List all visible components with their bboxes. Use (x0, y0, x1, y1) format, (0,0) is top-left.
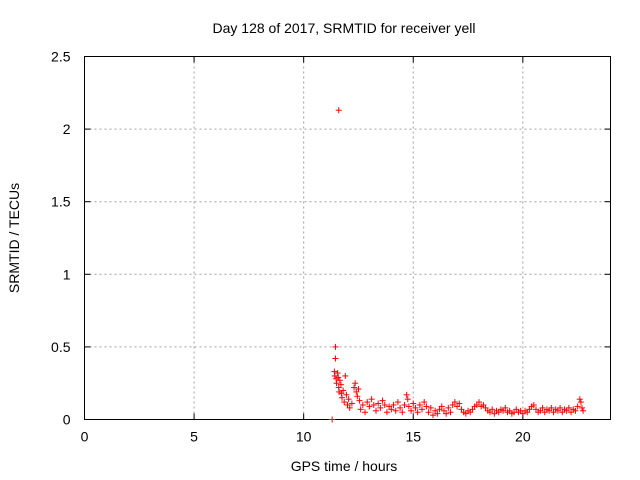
grid (84, 56, 611, 420)
data-point (403, 391, 410, 398)
data-point (443, 410, 450, 417)
data-point (412, 404, 419, 411)
data-point (397, 404, 404, 411)
data-points (329, 107, 587, 423)
data-point (357, 406, 364, 413)
data-point (489, 406, 496, 413)
data-point (372, 407, 379, 414)
data-point (419, 406, 426, 413)
data-point (337, 381, 344, 388)
data-point (341, 399, 348, 406)
data-point (557, 404, 564, 411)
data-point (434, 410, 441, 417)
data-point (352, 380, 359, 387)
x-tick-label: 5 (190, 429, 198, 445)
data-point (370, 401, 377, 408)
data-point (348, 400, 355, 407)
data-point (576, 396, 583, 403)
chart-title: Day 128 of 2017, SRMTID for receiver yel… (213, 20, 476, 36)
data-point (331, 372, 338, 379)
data-point (356, 397, 363, 404)
y-tick-label: 1.5 (51, 194, 71, 210)
x-tick-label: 20 (515, 429, 531, 445)
data-point (572, 407, 579, 414)
x-tick-label: 0 (81, 429, 89, 445)
data-point (342, 372, 349, 379)
data-point (332, 355, 339, 362)
data-point (343, 391, 350, 398)
plot-frame (84, 56, 611, 420)
data-point (329, 416, 336, 423)
data-point (502, 404, 509, 411)
data-point (399, 409, 406, 416)
data-point (377, 404, 384, 411)
data-point (408, 407, 415, 414)
data-point (456, 400, 463, 407)
data-point (577, 399, 584, 406)
data-point (333, 380, 340, 387)
data-point (451, 399, 458, 406)
data-point (423, 403, 430, 410)
data-point (565, 404, 572, 411)
data-point (548, 404, 555, 411)
y-tick-label: 2 (63, 121, 71, 137)
data-point (394, 399, 401, 406)
data-point (340, 387, 347, 394)
data-point (574, 403, 581, 410)
data-point (355, 386, 362, 393)
y-tick-label: 0.5 (51, 339, 71, 355)
data-point (339, 394, 346, 401)
data-point (421, 399, 428, 406)
data-point (334, 370, 341, 377)
data-point (345, 396, 352, 403)
data-point (381, 401, 388, 408)
data-point (375, 400, 382, 407)
y-tick-label: 1 (63, 266, 71, 282)
data-point (429, 412, 436, 419)
data-point (383, 409, 390, 416)
data-point (410, 400, 417, 407)
data-point (366, 403, 373, 410)
data-point (346, 404, 353, 411)
y-tick-label: 2.5 (51, 49, 71, 65)
data-point (354, 393, 361, 400)
data-point (332, 343, 339, 350)
data-point (445, 404, 452, 411)
x-tick-label: 10 (296, 429, 312, 445)
data-point (579, 404, 586, 411)
data-point (390, 401, 397, 408)
data-point (539, 404, 546, 411)
data-point (335, 107, 342, 114)
x-axis-label: GPS time / hours (291, 458, 398, 474)
data-point (580, 407, 587, 414)
data-point (392, 407, 399, 414)
y-tick-label: 0 (63, 412, 71, 428)
data-point (425, 409, 432, 416)
data-point (336, 377, 343, 384)
data-point (530, 401, 537, 408)
x-tick-label: 15 (405, 429, 421, 445)
data-point (476, 399, 482, 406)
data-point (351, 384, 358, 391)
data-point (362, 409, 369, 416)
data-point (427, 404, 434, 411)
data-point (379, 397, 386, 404)
data-point (414, 409, 421, 416)
data-point (368, 396, 375, 403)
data-point (359, 401, 366, 408)
data-point (404, 396, 411, 403)
data-point (438, 403, 445, 410)
axes: 0 5 10 15 20 0 0.5 1 1.5 2 2.5 (51, 49, 611, 445)
data-point (401, 401, 408, 408)
y-axis-label: SRMTID / TECUs (6, 183, 22, 293)
data-point (388, 406, 395, 413)
data-point (447, 409, 454, 416)
data-point (416, 401, 423, 408)
data-point (405, 403, 412, 410)
data-point (364, 399, 371, 406)
